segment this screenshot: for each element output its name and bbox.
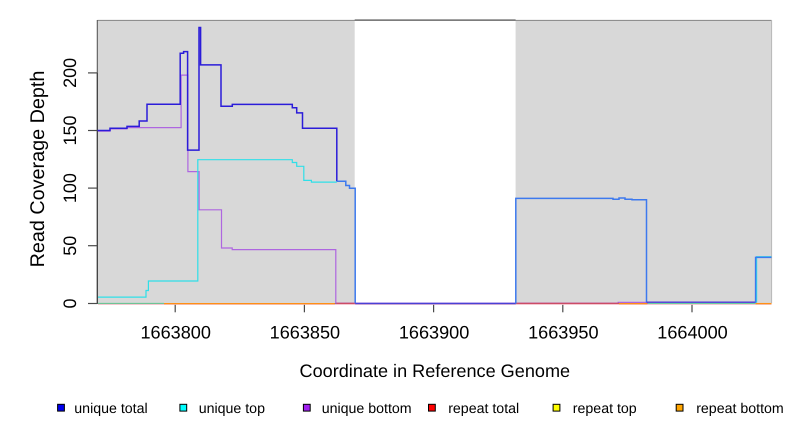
svg-text:1663950: 1663950 bbox=[528, 323, 598, 343]
svg-text:200: 200 bbox=[60, 58, 80, 88]
svg-text:unique total: unique total bbox=[74, 401, 147, 417]
svg-text:150: 150 bbox=[60, 115, 80, 145]
svg-text:50: 50 bbox=[60, 236, 80, 256]
svg-text:1664000: 1664000 bbox=[657, 323, 727, 343]
svg-text:0: 0 bbox=[60, 298, 80, 308]
svg-text:Coordinate in Reference Genome: Coordinate in Reference Genome bbox=[300, 361, 571, 381]
svg-text:repeat top: repeat top bbox=[573, 401, 637, 417]
svg-text:repeat bottom: repeat bottom bbox=[696, 401, 784, 417]
svg-text:unique top: unique top bbox=[199, 401, 265, 417]
svg-text:100: 100 bbox=[60, 173, 80, 203]
svg-text:1663900: 1663900 bbox=[399, 323, 469, 343]
svg-text:1663800: 1663800 bbox=[140, 323, 210, 343]
svg-text:repeat total: repeat total bbox=[448, 401, 519, 417]
svg-text:1663850: 1663850 bbox=[270, 323, 340, 343]
svg-text:unique bottom: unique bottom bbox=[322, 401, 412, 417]
svg-text:Read Coverage Depth: Read Coverage Depth bbox=[27, 71, 49, 268]
